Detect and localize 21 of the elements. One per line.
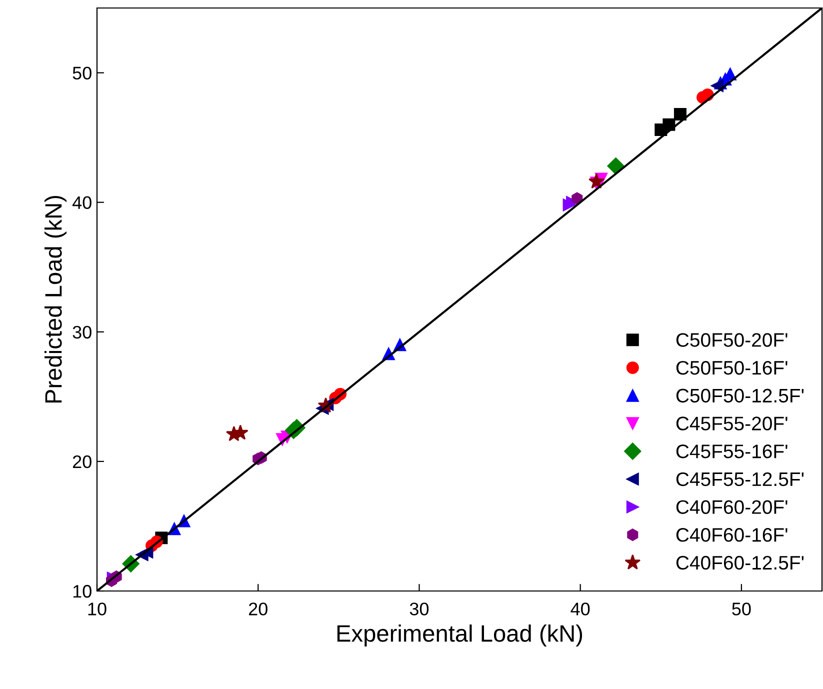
y-tick-label: 10 [73,584,92,598]
y-tick-label: 50 [72,66,92,80]
y-tick-label: 30 [72,326,92,339]
legend-label: C45F55-16F' [676,444,788,458]
legend-label: C40F60-20F' [676,500,788,514]
legend-label: C50F50-16F' [676,360,788,375]
legend-label: C45F55-12.5F' [676,472,804,486]
x-tick-label: 50 [732,602,751,616]
legend-label: C40F60-16F' [676,528,788,542]
y-tick-label: 20 [72,455,92,468]
y-tick-label: 40 [72,196,92,210]
legend-label: C50F50-20F' [676,333,788,347]
legend-label: C50F50-12.5F' [676,388,804,403]
legend-label: C45F55-20F' [676,416,788,430]
x-tick-label: 30 [410,602,429,616]
y-axis-title: Predicted Load (kN) [44,196,66,403]
x-axis-title: Experimental Load (kN) [337,624,582,647]
legend-label: C40F60-12.5F' [676,556,804,570]
x-tick-label: 20 [248,602,268,616]
x-tick-label: 10 [88,602,106,616]
x-tick-label: 40 [570,602,590,616]
